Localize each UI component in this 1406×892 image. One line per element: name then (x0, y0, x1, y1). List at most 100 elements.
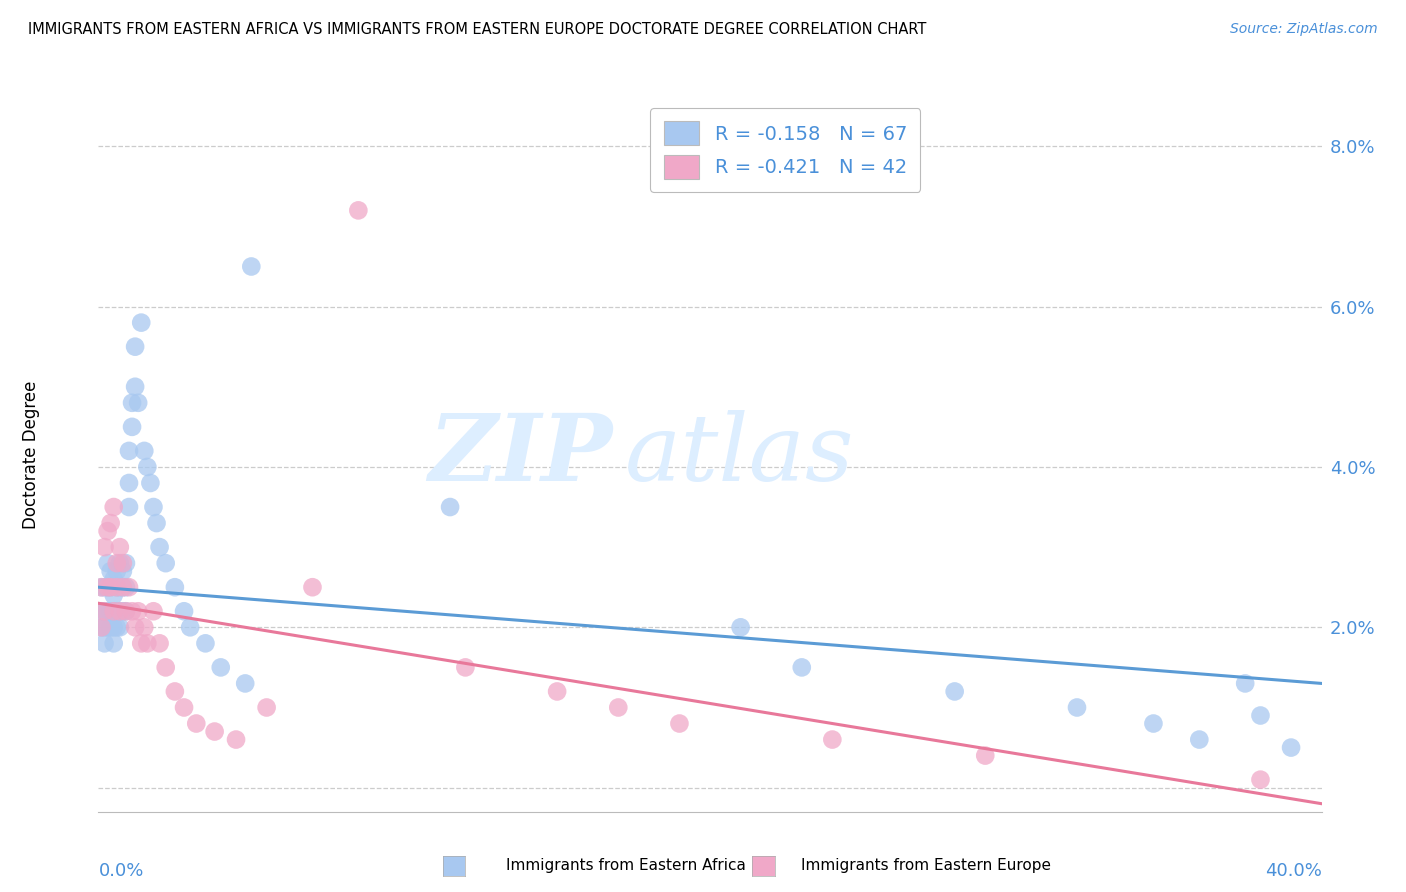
Point (105, 556, 128, 570)
Point (121, 396, 143, 410)
Point (142, 500, 165, 514)
Point (103, 620, 125, 634)
Point (108, 604, 131, 618)
Point (97, 604, 120, 618)
Point (105, 580, 128, 594)
Text: 40.0%: 40.0% (1265, 862, 1322, 880)
Point (1249, 708, 1271, 723)
Point (730, 620, 752, 634)
Point (155, 556, 177, 570)
Point (90, 620, 112, 634)
Point (97, 524, 120, 538)
Point (127, 396, 149, 410)
Point (129, 316, 152, 330)
Point (134, 620, 156, 634)
Point (105, 564, 128, 578)
Point (111, 564, 134, 578)
Point (118, 444, 141, 458)
Point (93, 620, 115, 634)
Point (100, 516, 122, 530)
Point (179, 620, 201, 634)
Point (439, 500, 461, 514)
Point (1234, 676, 1257, 690)
Point (93, 636, 115, 650)
Point (1142, 716, 1164, 731)
Point (225, 732, 247, 747)
Point (454, 660, 477, 674)
Point (100, 604, 122, 618)
Point (118, 475, 141, 490)
Point (136, 459, 159, 474)
Text: 0.0%: 0.0% (98, 862, 143, 880)
Point (347, 203, 370, 218)
Text: IMMIGRANTS FROM EASTERN AFRICA VS IMMIGRANTS FROM EASTERN EUROPE DOCTORATE DEGRE: IMMIGRANTS FROM EASTERN AFRICA VS IMMIGR… (28, 22, 927, 37)
Point (115, 580, 138, 594)
Point (943, 684, 966, 698)
Point (668, 716, 690, 731)
Point (93, 580, 115, 594)
Point (134, 444, 156, 458)
Point (240, 260, 263, 274)
Point (111, 580, 134, 594)
Point (111, 580, 134, 594)
Point (108, 620, 131, 634)
Point (821, 732, 844, 747)
Text: Immigrants from Eastern Europe: Immigrants from Eastern Europe (801, 858, 1052, 872)
Point (974, 748, 997, 763)
Point (90, 580, 112, 594)
Point (100, 620, 122, 634)
Point (1188, 732, 1211, 747)
Point (105, 604, 128, 618)
Point (173, 604, 195, 618)
Point (121, 604, 143, 618)
Text: Doctorate Degree: Doctorate Degree (22, 381, 41, 529)
Point (111, 556, 134, 570)
Point (301, 580, 323, 594)
Point (124, 340, 146, 354)
Point (100, 580, 122, 594)
Point (108, 580, 131, 594)
Point (93, 604, 115, 618)
Point (97, 620, 120, 634)
Point (93, 604, 115, 618)
Point (103, 604, 125, 618)
Point (124, 380, 146, 394)
Point (118, 580, 141, 594)
Point (93, 540, 115, 554)
Point (142, 604, 165, 618)
Point (115, 604, 138, 618)
Point (149, 540, 172, 554)
Point (97, 556, 120, 570)
Point (115, 556, 138, 570)
Text: ZIP: ZIP (427, 410, 612, 500)
Point (90, 620, 112, 634)
Point (163, 684, 186, 698)
Point (256, 700, 278, 714)
Point (194, 636, 217, 650)
Point (103, 572, 125, 586)
Point (121, 420, 143, 434)
Point (108, 604, 131, 618)
Point (124, 620, 146, 634)
Point (127, 604, 149, 618)
Text: Immigrants from Eastern Africa: Immigrants from Eastern Africa (506, 858, 747, 872)
Point (100, 564, 122, 578)
Point (790, 660, 813, 674)
Point (97, 580, 120, 594)
Point (546, 684, 568, 698)
Point (233, 676, 256, 690)
Point (103, 500, 125, 514)
Point (118, 500, 141, 514)
Point (1279, 740, 1302, 755)
Point (100, 580, 122, 594)
Point (103, 636, 125, 650)
Legend: R = -0.158   N = 67, R = -0.421   N = 42: R = -0.158 N = 67, R = -0.421 N = 42 (651, 108, 921, 193)
Point (209, 660, 232, 674)
Point (105, 620, 128, 634)
Text: Source: ZipAtlas.com: Source: ZipAtlas.com (1230, 22, 1378, 37)
Point (1066, 700, 1088, 714)
Point (149, 636, 172, 650)
Point (105, 580, 128, 594)
Point (97, 580, 120, 594)
Point (139, 475, 162, 490)
